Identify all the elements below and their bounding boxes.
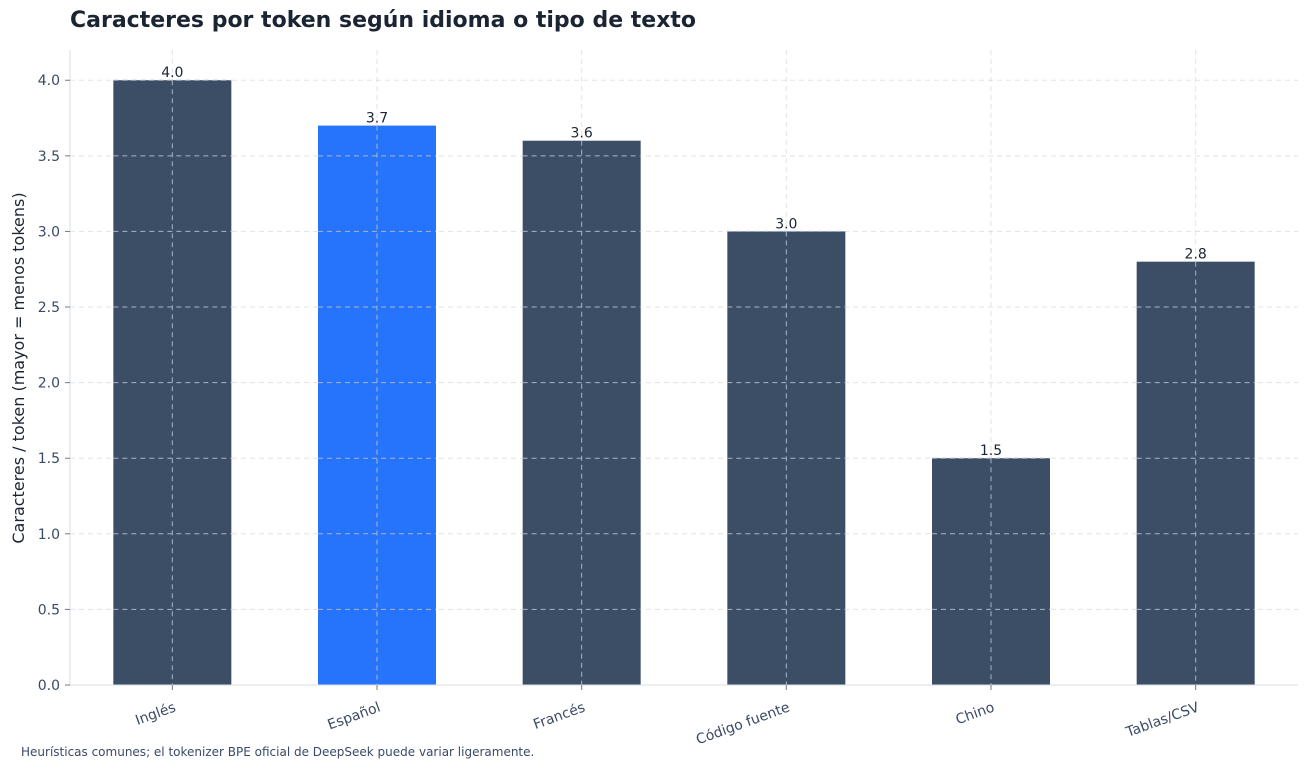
y-tick-label: 3.5 (38, 149, 60, 165)
bar-value-label: 3.0 (775, 216, 797, 232)
bar-value-label: 4.0 (161, 65, 183, 81)
bar-value-label: 3.7 (366, 111, 388, 127)
x-tick-label: Tablas/CSV (1123, 699, 1202, 741)
label-layer: 4.0 3.7 3.6 3.0 1.5 2.8 (161, 65, 1207, 459)
y-tick-label: 2.5 (38, 300, 60, 316)
x-tick-label: Español (326, 700, 383, 734)
y-tick-label: 2.0 (38, 376, 60, 392)
y-axis-title: Caracteres / token (mayor = menos tokens… (9, 192, 28, 543)
x-tick-label: Código fuente (694, 700, 792, 749)
bar-value-label: 2.8 (1185, 247, 1207, 263)
y-tick-label: 1.5 (38, 451, 60, 467)
y-tick-label: 1.0 (38, 527, 60, 543)
y-tick-label: 0.5 (38, 602, 60, 618)
grid-overlay (113, 79, 1255, 685)
chart-title: Caracteres por token según idioma o tipo… (70, 8, 697, 33)
bar-value-label: 1.5 (980, 443, 1002, 459)
grid-layer (70, 50, 1298, 685)
bar-value-label: 3.6 (571, 126, 593, 142)
y-tick-label: 0.0 (38, 678, 60, 694)
x-tick-label: Chino (954, 700, 997, 729)
x-tick-label: Inglés (133, 700, 178, 729)
y-tick-label: 4.0 (38, 73, 60, 89)
x-tick-label: Francés (531, 700, 587, 733)
y-tick-label: 3.0 (38, 224, 60, 240)
footnote: Heurísticas comunes; el tokenizer BPE of… (21, 745, 535, 759)
